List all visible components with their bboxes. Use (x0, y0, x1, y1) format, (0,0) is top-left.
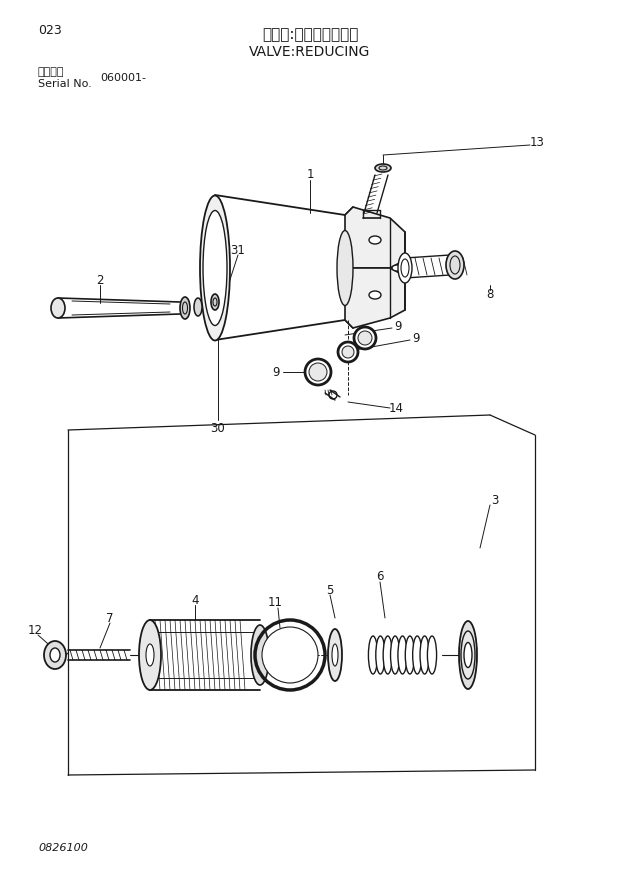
Text: 8: 8 (486, 288, 494, 301)
Text: 12: 12 (27, 624, 43, 637)
Circle shape (305, 359, 331, 385)
Ellipse shape (369, 291, 381, 299)
Text: 6: 6 (376, 570, 384, 583)
Polygon shape (345, 207, 405, 268)
Ellipse shape (328, 629, 342, 681)
Text: VALVE:REDUCING: VALVE:REDUCING (249, 45, 371, 59)
Text: 適用号機: 適用号機 (38, 67, 64, 77)
Ellipse shape (203, 210, 227, 326)
Text: 31: 31 (231, 244, 246, 257)
Text: 4: 4 (191, 594, 199, 606)
Ellipse shape (413, 636, 422, 674)
Text: 0826100: 0826100 (38, 843, 88, 853)
Ellipse shape (251, 625, 269, 685)
Ellipse shape (44, 641, 66, 669)
Ellipse shape (337, 230, 353, 306)
Text: 30: 30 (211, 421, 226, 434)
Text: 9: 9 (272, 365, 280, 378)
Text: 2: 2 (96, 273, 104, 286)
Ellipse shape (420, 636, 429, 674)
Ellipse shape (427, 636, 436, 674)
Circle shape (358, 331, 372, 345)
Circle shape (338, 342, 358, 362)
Ellipse shape (459, 621, 477, 689)
Ellipse shape (211, 294, 219, 310)
Ellipse shape (200, 195, 230, 341)
Ellipse shape (405, 636, 414, 674)
Ellipse shape (383, 636, 392, 674)
Ellipse shape (461, 631, 475, 679)
Text: 9: 9 (412, 331, 420, 344)
Text: 023: 023 (38, 24, 62, 37)
Text: 1: 1 (306, 168, 314, 181)
Ellipse shape (146, 644, 154, 666)
Text: 5: 5 (326, 583, 334, 597)
Ellipse shape (180, 297, 190, 319)
Text: Serial No.: Serial No. (38, 79, 92, 89)
Text: 3: 3 (491, 493, 498, 506)
Ellipse shape (446, 251, 464, 279)
Text: 9: 9 (394, 320, 402, 333)
Ellipse shape (375, 164, 391, 172)
Circle shape (342, 346, 354, 358)
Ellipse shape (398, 636, 407, 674)
Ellipse shape (369, 236, 381, 244)
Text: 060001-: 060001- (100, 73, 146, 83)
Text: 13: 13 (529, 137, 544, 150)
Circle shape (354, 327, 376, 349)
Text: バルブ:レデューシング: バルブ:レデューシング (262, 27, 358, 43)
Ellipse shape (376, 636, 385, 674)
Ellipse shape (398, 253, 412, 283)
Ellipse shape (51, 298, 65, 318)
Ellipse shape (391, 636, 400, 674)
Ellipse shape (50, 648, 60, 662)
Ellipse shape (139, 620, 161, 690)
Ellipse shape (368, 636, 378, 674)
Text: 11: 11 (267, 597, 283, 610)
Text: 7: 7 (106, 611, 113, 625)
Ellipse shape (392, 265, 402, 271)
Circle shape (309, 363, 327, 381)
Ellipse shape (464, 642, 472, 668)
Ellipse shape (194, 298, 202, 316)
Ellipse shape (332, 644, 338, 666)
Text: 14: 14 (389, 401, 404, 414)
Polygon shape (345, 268, 405, 328)
Circle shape (262, 627, 318, 683)
